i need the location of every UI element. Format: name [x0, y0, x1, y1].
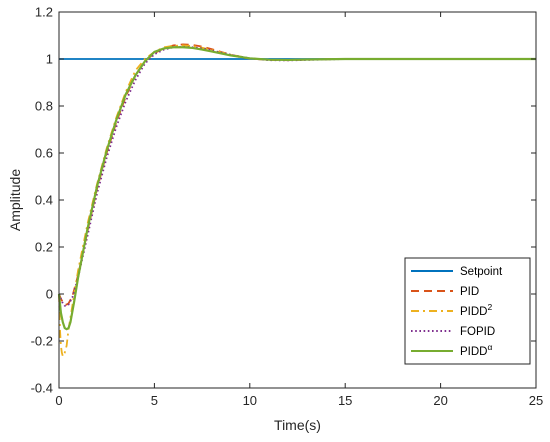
series-layer [57, 43, 536, 358]
y-tick-label: 0.6 [35, 146, 53, 161]
legend-label-text: FOPID [460, 326, 495, 338]
series-line-fopid [58, 45, 536, 307]
y-tick-label: 1.2 [35, 5, 53, 20]
y-tick-label: -0.4 [31, 381, 53, 396]
legend-label-text: PID [460, 286, 479, 298]
y-tick-label: 0.2 [35, 240, 53, 255]
legend-label-pidd2: PIDD2 [460, 302, 492, 318]
y-tick-label: 0 [46, 287, 53, 302]
legend-label-pid: PID [460, 286, 479, 298]
legend-label-text: Setpoint [460, 266, 503, 278]
y-tick-label: 1 [46, 52, 53, 67]
legend-label-fopid: FOPID [460, 326, 495, 338]
legend-label-text: PIDD [460, 346, 487, 358]
y-tick-label: -0.2 [31, 334, 53, 349]
legend-label-piddalpha: PIDDα [460, 342, 492, 358]
legend-label-text: PIDD [460, 306, 487, 318]
y-tick-label: 0.4 [35, 193, 53, 208]
legend-label-setpoint: Setpoint [460, 266, 503, 278]
x-tick-label: 20 [433, 393, 447, 408]
x-tick-label: 10 [243, 393, 257, 408]
x-tick-label: 5 [151, 393, 158, 408]
x-tick-label: 25 [529, 393, 543, 408]
legend-box [404, 257, 531, 365]
y-axis-label: Amplitude [7, 169, 23, 231]
x-axis-label: Time(s) [274, 417, 321, 433]
legend-label-superscript: α [487, 342, 492, 352]
tick-layer: 0 5 10 15 20 25 -0.4 -0.2 0 0.2 0.4 0.6 0.8 1 1.2 [31, 5, 544, 409]
legend-label-superscript: 2 [487, 302, 492, 312]
x-tick-label: 0 [55, 393, 62, 408]
x-tick-label: 15 [338, 393, 352, 408]
y-tick-label: 0.8 [35, 99, 53, 114]
series-line-piddalpha [57, 46, 536, 331]
